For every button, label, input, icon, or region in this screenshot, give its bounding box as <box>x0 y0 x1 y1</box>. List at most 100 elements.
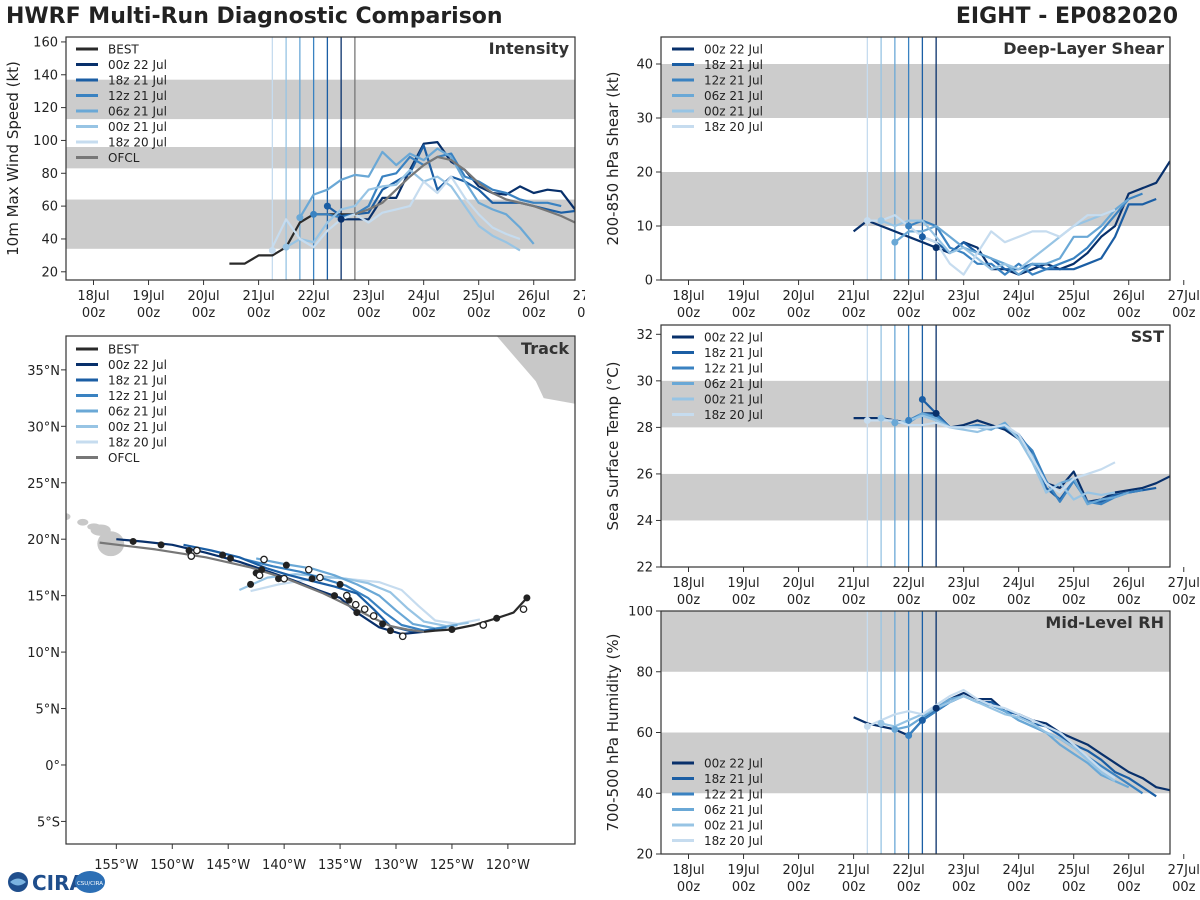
rh-series-00z-21-jul <box>880 694 1116 783</box>
shear-xtick-date-6: 24Jul <box>1003 289 1035 304</box>
shear-title: Deep-Layer Shear <box>1003 39 1164 58</box>
shear-ytick-label-1: 10 <box>636 220 653 235</box>
shear-xtick-date-7: 25Jul <box>1058 289 1090 304</box>
track-point-open-10 <box>260 555 268 564</box>
track-point-open-7 <box>316 573 324 582</box>
rh-xtick-hour-6: 00z <box>1007 880 1031 895</box>
sst-xtick-date-4: 22Jul <box>893 576 925 591</box>
rh-init-marker-00z-22-jul <box>932 704 940 712</box>
rh-xtick-date-8: 26Jul <box>1113 863 1145 878</box>
intensity-chart: 20 40 60 80 100 120 140 160 18Jul 00z 19Jul 00z 20Ju… <box>4 35 585 321</box>
shear-xtick-hour-8: 00z <box>1117 306 1141 321</box>
intensity-xtick-hour-9: 00z <box>577 306 585 321</box>
track-point-filled-7 <box>330 592 338 600</box>
shear-xtick-hour-5: 00z <box>952 306 976 321</box>
sst-ytick-label-4: 30 <box>636 374 653 389</box>
sst-xtick-date-5: 23Jul <box>948 576 980 591</box>
shear-xtick-hour-4: 00z <box>897 306 921 321</box>
rh-ytick-label-2: 60 <box>636 726 653 741</box>
rh-xtick-date-4: 22Jul <box>893 863 925 878</box>
intensity-init-marker-18z-20-jul <box>268 246 276 254</box>
sst-xtick-date-1: 19Jul <box>727 576 759 591</box>
rh-xtick-hour-7: 00z <box>1062 880 1086 895</box>
shear-xtick-hour-6: 00z <box>1007 306 1031 321</box>
track-point-filled-9 <box>308 575 316 583</box>
intensity-xtick-date-7: 25Jul <box>463 289 495 304</box>
logo-swirl-icon <box>75 871 105 893</box>
rh-init-marker-06z-21-jul <box>891 725 899 733</box>
shear-xtick-date-8: 26Jul <box>1113 289 1145 304</box>
track-point-open-2 <box>398 632 407 641</box>
intensity-init-marker-06z-21-jul <box>296 214 304 222</box>
intensity-ytick-label-7: 160 <box>33 35 58 50</box>
track-lat-label-4: 15°N <box>27 590 60 605</box>
shear-xtick-date-4: 22Jul <box>893 289 925 304</box>
intensity-ytick-label-0: 20 <box>41 265 58 280</box>
intensity-ytick-label-6: 140 <box>33 68 58 83</box>
shear-xtick-date-2: 20Jul <box>782 289 814 304</box>
sst-ytick-label-3: 28 <box>636 421 653 436</box>
track-island-3 <box>77 518 89 526</box>
sst-xtick-hour-7: 00z <box>1062 593 1086 608</box>
rh-band-1 <box>661 611 1170 672</box>
shear-xtick-date-5: 23Jul <box>948 289 980 304</box>
shear-xtick-date-9: 27Jul <box>1168 289 1200 304</box>
sst-legend-label-06z-21-jul: 06z 21 Jul <box>704 377 763 391</box>
sst-ylabel: Sea Surface Temp (°C) <box>604 361 622 530</box>
shear-band-1 <box>661 64 1170 118</box>
intensity-xtick-date-0: 18Jul <box>77 289 109 304</box>
sst-xtick-hour-9: 00z <box>1172 593 1196 608</box>
intensity-title: Intensity <box>489 39 570 58</box>
shear-xtick-hour-2: 00z <box>787 306 811 321</box>
track-land-mainland <box>451 336 575 404</box>
sst-xtick-hour-6: 00z <box>1007 593 1031 608</box>
rh-ytick-label-0: 20 <box>636 848 653 863</box>
cira-logo: CIRA CSU/CIRA <box>8 871 105 895</box>
rh-xtick-hour-0: 00z <box>677 880 701 895</box>
intensity-xtick-hour-7: 00z <box>467 306 491 321</box>
rh-xtick-date-9: 27Jul <box>1168 863 1200 878</box>
shear-legend-label-18z-21-jul: 18z 21 Jul <box>704 58 763 72</box>
shear-init-marker-06z-21-jul <box>891 238 899 246</box>
intensity-xtick-date-4: 22Jul <box>298 289 330 304</box>
intensity-legend-label-00z-22-jul: 00z 22 Jul <box>108 58 167 72</box>
shear-xtick-hour-7: 00z <box>1062 306 1086 321</box>
intensity-legend-label-00z-21-jul: 00z 21 Jul <box>108 120 167 134</box>
shear-xtick-date-1: 19Jul <box>727 289 759 304</box>
track-frame <box>65 335 576 845</box>
shear-init-marker-12z-21-jul <box>905 222 913 230</box>
intensity-init-marker-00z-21-jul <box>282 243 290 251</box>
intensity-xtick-date-5: 23Jul <box>353 289 385 304</box>
sst-ytick-label-5: 32 <box>636 328 653 343</box>
track-point-filled-11 <box>275 575 283 583</box>
rh-xtick-hour-8: 00z <box>1117 880 1141 895</box>
rh-ytick-label-3: 80 <box>636 665 653 680</box>
track-legend-label-best: BEST <box>108 343 139 357</box>
track-point-filled-3 <box>386 627 394 635</box>
rh-legend-label-00z-22-jul: 00z 22 Jul <box>704 757 763 771</box>
track-lat-label-5: 20°N <box>27 533 60 548</box>
sst-ytick-label-0: 22 <box>636 561 653 576</box>
sst-series-18z-20-jul <box>867 419 1116 494</box>
shear-legend-label-12z-21-jul: 12z 21 Jul <box>704 74 763 88</box>
track-map: 5°S 0° 5°N 10°N 15°N 20°N 25°N 30°N 35°N 155°W 150… <box>27 335 576 873</box>
track-lat-label-1: 0° <box>45 759 60 774</box>
shear-ytick-label-3: 30 <box>636 112 653 127</box>
sst-init-marker-12z-21-jul <box>905 416 913 424</box>
shear-init-marker-00z-22-jul <box>932 244 940 252</box>
intensity-init-marker-12z-21-jul <box>310 210 318 218</box>
track-lon-label-5: 130°W <box>374 858 418 873</box>
shear-legend-label-18z-20-jul: 18z 20 Jul <box>704 120 763 134</box>
track-point-filled-15 <box>226 554 234 562</box>
intensity-series-00z-21-jul <box>285 168 521 252</box>
shear-ytick-label-4: 40 <box>636 58 653 73</box>
rh-xtick-date-7: 25Jul <box>1058 863 1090 878</box>
shear-ytick-label-0: 0 <box>645 274 653 289</box>
track-lon-label-1: 150°W <box>150 858 194 873</box>
track-point-filled-8 <box>336 580 344 588</box>
rh-xtick-hour-1: 00z <box>732 880 756 895</box>
rh-series-18z-20-jul <box>866 688 1116 780</box>
rh-ytick-label-4: 100 <box>628 606 653 620</box>
track-point-filled-4 <box>379 620 387 628</box>
sst-xtick-date-0: 18Jul <box>672 576 704 591</box>
